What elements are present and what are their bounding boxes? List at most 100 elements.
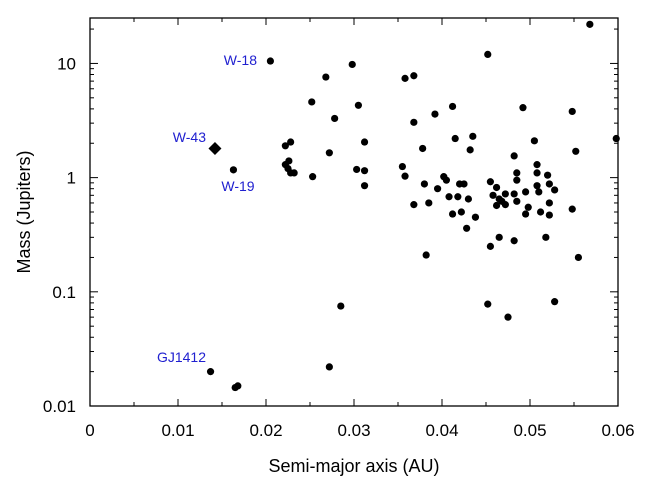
data-point [454,193,462,201]
x-tick-label: 0.02 [249,421,282,440]
x-tick-label: 0.04 [425,421,458,440]
data-point [545,211,553,219]
data-point [492,201,501,210]
data-point [360,182,369,190]
data-point [471,213,480,221]
annotation-w18: W-18 [224,52,257,68]
data-point [401,74,409,82]
y-tick-label: 1 [67,169,76,188]
x-tick-label: 0 [85,421,94,440]
data-point [290,169,298,177]
data-point [536,208,545,216]
data-point [513,176,521,184]
data-point [513,197,521,205]
data-point [530,137,539,145]
data-point [410,201,418,209]
data-point [551,186,559,194]
data-point [464,195,472,203]
x-tick-label: 0.01 [161,421,194,440]
data-point [337,302,345,310]
data-point [325,363,333,371]
axis-ticks [89,18,619,407]
data-point [612,134,620,143]
data-point [501,201,509,209]
data-point [398,162,406,171]
data-point [484,300,492,308]
data-point [533,169,541,177]
data-point [360,138,369,146]
data-point [287,138,295,146]
data-point [354,101,362,109]
data-point [544,171,552,179]
data-point [353,165,361,174]
x-tick-label: 0.06 [601,421,634,440]
data-point [574,253,583,262]
data-point [501,190,509,198]
data-point [492,183,501,192]
data-point [463,224,471,232]
annotation-w43: W-43 [173,129,206,145]
data-point [442,176,450,184]
y-tick-label: 0.1 [52,283,76,302]
data-point [425,199,433,207]
data-point [522,210,530,218]
data-point [309,173,317,181]
data-point [513,169,521,177]
data-point [510,237,518,245]
data-point [510,190,518,198]
data-point [545,199,553,207]
data-point [568,205,576,213]
data-point [542,233,550,241]
data-point [495,233,503,241]
data-point [510,152,518,160]
data-point [285,157,293,165]
data-point [484,50,492,58]
y-tick-label: 10 [57,54,76,73]
data-points [206,20,620,392]
data-point [522,188,530,196]
data-point [448,210,457,218]
data-point [266,57,274,65]
x-tick-label: 0.05 [513,421,546,440]
data-point [348,60,356,69]
data-point [434,185,442,193]
data-point [281,142,289,150]
data-point [360,167,369,175]
data-point [568,107,576,116]
data-point [545,180,553,188]
data-point [448,102,457,111]
data-point [533,161,541,169]
annotation-gj1412: GJ1412 [157,349,206,365]
data-point [551,298,559,306]
data-point [466,146,474,154]
y-axis-title: Mass (Jupiters) [14,150,34,273]
data-point [486,178,494,186]
data-point [586,20,594,28]
data-point [419,144,427,153]
data-point [206,368,215,376]
data-point [234,382,242,390]
data-point [322,73,330,81]
data-point [519,104,527,112]
y-tick-label: 0.01 [43,397,76,416]
data-point [410,118,418,126]
data-point [457,208,465,216]
highlight-point-w43 [208,141,222,155]
data-point [489,191,497,199]
data-point [572,147,580,155]
data-point [460,180,468,188]
data-point [445,193,453,201]
data-point [469,132,477,140]
data-point [308,98,316,106]
data-point [420,180,428,188]
data-point [325,149,333,157]
data-point [410,72,418,80]
annotation-w19: W-19 [221,178,254,194]
data-point [524,203,532,211]
data-point [533,182,541,190]
axis-tick-labels: 0 0.01 0.02 0.03 0.04 0.05 0.06 0.01 0.1 1 10 [43,54,635,440]
point-annotations: W-18 W-43 W-19 GJ1412 [157,52,257,365]
x-tick-label: 0.03 [337,421,370,440]
data-point [486,242,494,250]
